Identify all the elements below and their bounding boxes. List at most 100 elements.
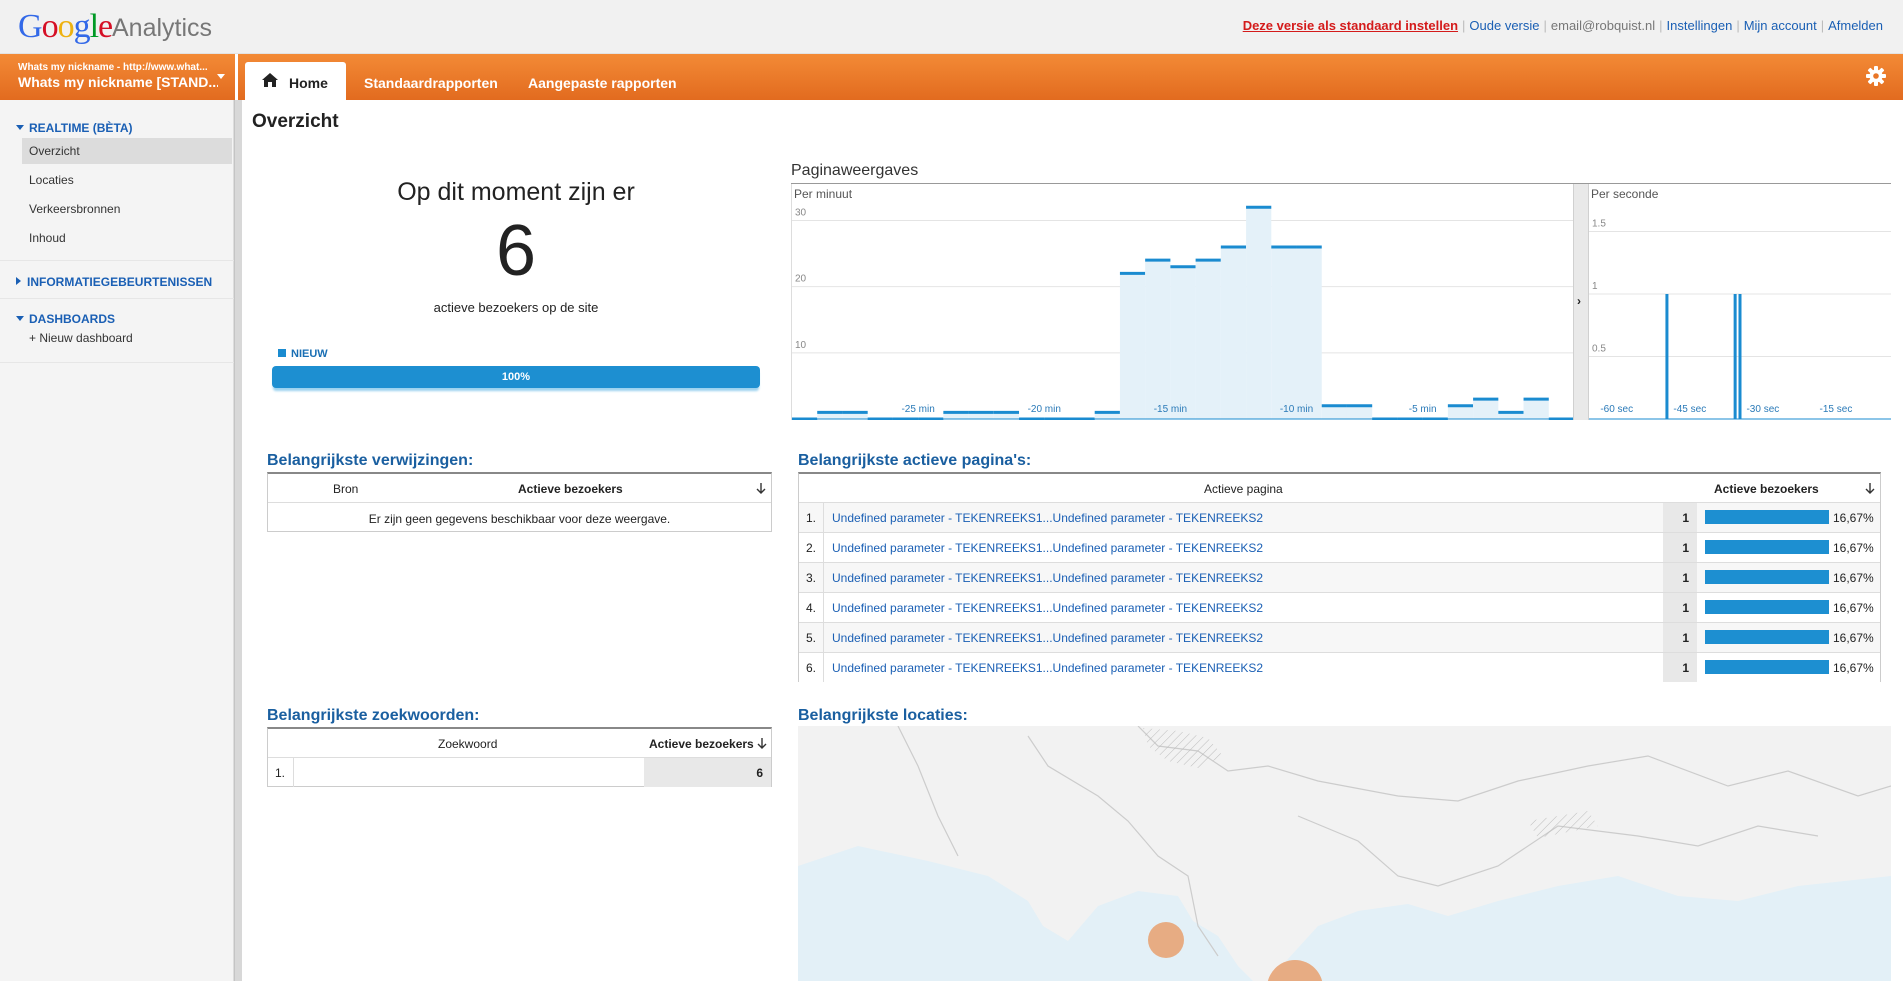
sidebar-item-overzicht[interactable]: Overzicht <box>22 138 232 164</box>
share-bar-track <box>1705 630 1829 644</box>
sidebar-section-realtime[interactable]: REALTIME (BÈTA) <box>16 121 133 135</box>
sidebar-section-dashboards[interactable]: DASHBOARDS <box>16 312 115 326</box>
share-percent: 16,67% <box>1833 631 1874 645</box>
bar-fill <box>1523 399 1549 419</box>
tab-home-label: Home <box>289 75 328 91</box>
empty-message: Er zijn geen gegevens beschikbaar voor d… <box>268 502 771 532</box>
active-page-link[interactable]: Undefined parameter - TEKENREEKS1...Unde… <box>832 511 1264 525</box>
col-active-page[interactable]: Actieve pagina <box>1204 482 1283 496</box>
sort-arrow-down-icon[interactable] <box>756 483 766 495</box>
bar-fill <box>1246 207 1272 419</box>
table-row[interactable]: 5. Undefined parameter - TEKENREEKS1...Un… <box>799 622 1880 652</box>
locations-map[interactable] <box>798 726 1891 981</box>
y-tick-label: 1.5 <box>1592 219 1606 230</box>
share-percent: 16,67% <box>1833 661 1874 675</box>
sidebar-section-label: DASHBOARDS <box>29 312 116 326</box>
row-index: 3. <box>799 563 824 592</box>
active-page-link[interactable]: Undefined parameter - TEKENREEKS1...Unde… <box>832 571 1264 585</box>
profile-selector[interactable]: Whats my nickname - http://www.what... W… <box>0 54 238 100</box>
location-marker[interactable] <box>1267 960 1323 981</box>
count-cell: 1 <box>1663 563 1697 592</box>
per-minute-chart: Per minuut 10 20 30 -25 min -20 min -15 min -1… <box>791 184 1574 420</box>
bar-fill <box>968 412 994 419</box>
table-row[interactable]: 1. Undefined parameter - TEKENREEKS1...Un… <box>799 502 1880 532</box>
settings-link[interactable]: Instellingen <box>1666 18 1733 33</box>
active-pages-title: Belangrijkste actieve pagina's: <box>798 452 1032 469</box>
y-tick-label: 0.5 <box>1592 344 1606 355</box>
legend-new-label: NIEUW <box>291 348 328 360</box>
col-keyword[interactable]: Zoekwoord <box>438 737 498 751</box>
profile-name: Whats my nickname [STAND... <box>18 74 218 90</box>
share-bar <box>1705 570 1829 584</box>
bar-fill <box>943 412 969 419</box>
count-cell: 1 <box>1663 653 1697 682</box>
row-index: 6. <box>799 653 824 682</box>
sort-arrow-down-icon[interactable] <box>1865 483 1875 495</box>
map-sea <box>1268 876 1891 981</box>
y-tick-label: 30 <box>795 207 807 218</box>
col-active-visitors[interactable]: Actieve bezoekers <box>1714 482 1819 496</box>
active-visitors-subtext: actieve bezoekers op de site <box>433 300 599 315</box>
active-page-link[interactable]: Undefined parameter - TEKENREEKS1...Unde… <box>832 541 1264 555</box>
share-bar <box>1705 510 1829 524</box>
sidebar-item-new-dashboard[interactable]: + Nieuw dashboard <box>29 331 133 345</box>
sidebar-section-label: INFORMATIEGEBEURTENISSEN <box>27 275 213 289</box>
tab-custom-reports[interactable]: Aangepaste rapporten <box>528 75 677 91</box>
chevron-right-icon <box>16 277 21 285</box>
bar-fill <box>1346 405 1373 419</box>
chevron-down-icon <box>217 74 225 79</box>
top-bar: Google Analytics Deze versie als standaa… <box>0 0 1903 54</box>
sidebar-resize-handle[interactable] <box>234 100 242 981</box>
row-index: 2. <box>799 533 824 562</box>
table-row[interactable]: 3. Undefined parameter - TEKENREEKS1...Un… <box>799 562 1880 592</box>
legend-new: NIEUW <box>278 348 328 360</box>
per-second-svg: 0.5 1 1.5 -60 sec -45 sec -30 sec -15 sec <box>1589 219 1891 420</box>
x-tick-label: -45 sec <box>1673 404 1706 415</box>
sidebar: REALTIME (BÈTA) Overzicht Locaties Verke… <box>0 100 234 981</box>
sign-out-link[interactable]: Afmelden <box>1828 18 1883 33</box>
google-logo[interactable]: Google <box>18 8 113 45</box>
keywords-title: Belangrijkste zoekwoorden: <box>267 707 480 724</box>
pageviews-title: Paginaweergaves <box>791 162 919 179</box>
table-row[interactable]: 4. Undefined parameter - TEKENREEKS1...Un… <box>799 592 1880 622</box>
account-links: Deze versie als standaard instellen | Oude… <box>1242 18 1883 33</box>
active-page-link[interactable]: Undefined parameter - TEKENREEKS1...Unde… <box>832 631 1264 645</box>
referrals-title: Belangrijkste verwijzingen: <box>267 452 474 469</box>
sidebar-item-verkeersbronnen[interactable]: Verkeersbronnen <box>29 202 121 216</box>
share-bar-track <box>1705 660 1829 674</box>
col-active-visitors[interactable]: Actieve bezoekers <box>649 737 754 751</box>
sort-arrow-down-icon[interactable] <box>757 738 767 750</box>
col-source[interactable]: Bron <box>333 482 359 496</box>
share-bar-track <box>1705 570 1829 584</box>
my-account-link[interactable]: Mijn account <box>1743 18 1817 33</box>
table-row[interactable]: 1. 6 <box>268 757 771 787</box>
row-index: 1. <box>275 766 286 780</box>
tab-home[interactable]: Home <box>245 62 346 100</box>
sidebar-item-locaties[interactable]: Locaties <box>29 173 74 187</box>
count-cell: 1 <box>1663 623 1697 652</box>
map-svg <box>798 726 1891 981</box>
gear-icon[interactable] <box>1865 65 1887 87</box>
tab-standard-reports[interactable]: Standaardrapporten <box>364 75 498 91</box>
chart-divider-toggle[interactable]: › <box>1573 184 1589 420</box>
table-row[interactable]: 2. Undefined parameter - TEKENREEKS1...Un… <box>799 532 1880 562</box>
set-default-version-link[interactable]: Deze versie als standaard instellen <box>1242 18 1459 33</box>
old-version-link[interactable]: Oude versie <box>1469 18 1540 33</box>
map-sea <box>798 846 1253 981</box>
map-border <box>1297 815 1819 887</box>
bar-fill <box>1170 266 1196 419</box>
active-page-link[interactable]: Undefined parameter - TEKENREEKS1...Unde… <box>832 661 1264 675</box>
bar-fill <box>1271 246 1297 419</box>
active-page-link[interactable]: Undefined parameter - TEKENREEKS1...Unde… <box>832 601 1264 615</box>
sidebar-section-intelligence[interactable]: INFORMATIEGEBEURTENISSEN <box>16 275 212 289</box>
sidebar-item-inhoud[interactable]: Inhoud <box>29 231 66 245</box>
location-marker[interactable] <box>1148 922 1184 958</box>
y-tick-label: 20 <box>795 274 807 285</box>
new-visitors-bar: 100% <box>272 366 760 388</box>
bar-fill <box>842 412 868 419</box>
keyword-cell[interactable] <box>293 758 644 787</box>
table-row[interactable]: 6. Undefined parameter - TEKENREEKS1...Un… <box>799 652 1880 682</box>
count-cell: 6 <box>644 758 771 787</box>
col-active-visitors[interactable]: Actieve bezoekers <box>518 482 623 496</box>
bar-fill <box>1145 260 1171 419</box>
